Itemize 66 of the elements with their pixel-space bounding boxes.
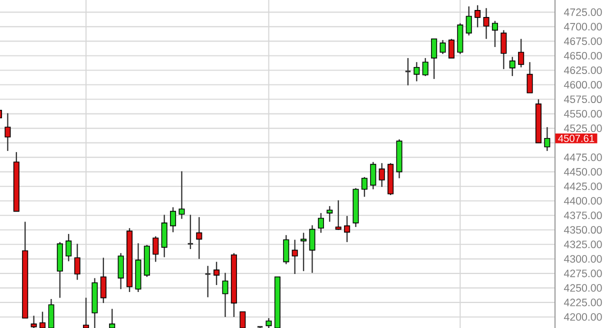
candlestick — [66, 233, 72, 262]
y-tick-label: 4650.00 — [564, 52, 602, 60]
candlestick — [370, 161, 376, 190]
candlestick — [283, 234, 290, 265]
y-tick-label: 4350.00 — [564, 226, 602, 234]
y-tick-label: 4425.00 — [564, 182, 602, 190]
candlestick — [509, 56, 516, 77]
candlestick — [187, 214, 194, 250]
y-tick-label: 4700.00 — [564, 22, 602, 30]
y-tick-label: 4225.00 — [564, 298, 602, 306]
y-tick-label: 4300.00 — [564, 255, 602, 263]
candlestick — [309, 224, 316, 274]
y-tick-label: 4575.00 — [564, 95, 602, 104]
candlestick — [30, 315, 37, 328]
candlestick — [178, 170, 185, 220]
candlestick — [152, 236, 159, 262]
candlestick — [222, 272, 228, 318]
candlestick — [361, 176, 368, 198]
candlestick — [118, 252, 124, 290]
candlestick — [326, 205, 333, 222]
y-tick-label: 4250.00 — [564, 284, 602, 292]
y-tick-label: 4375.00 — [564, 212, 602, 220]
candlestick — [100, 257, 106, 304]
y-tick-label: 4325.00 — [564, 240, 602, 248]
candlestick — [83, 297, 90, 328]
candlestick — [196, 216, 202, 260]
y-tick-label: 4475.00 — [564, 154, 602, 162]
candlestick — [448, 38, 454, 59]
candlestick — [526, 62, 533, 94]
candlestick — [466, 6, 472, 36]
candlestick — [414, 62, 420, 82]
candlestick — [344, 215, 350, 243]
candlestick — [440, 39, 446, 55]
y-tick-label: 4725.00 — [564, 8, 602, 16]
candlestick — [240, 311, 246, 328]
y-tick-label: 4625.00 — [564, 66, 602, 74]
candlestick — [422, 57, 428, 77]
candlestick — [378, 162, 385, 188]
candlestick — [170, 206, 176, 233]
y-tick-label: 4275.00 — [564, 270, 602, 278]
candlestick — [404, 57, 412, 86]
candlestick — [544, 126, 550, 152]
candlestick — [474, 4, 481, 28]
candlestick — [492, 20, 498, 48]
candlestick — [318, 212, 324, 234]
y-tick-label: 4600.00 — [564, 80, 602, 89]
candlestick — [335, 200, 342, 230]
candlestick — [4, 112, 11, 152]
candlestick — [48, 298, 54, 328]
y-tick-label: 4525.00 — [564, 124, 602, 132]
y-tick-label: 4675.00 — [564, 37, 602, 45]
candlestick — [518, 38, 524, 68]
candlestick — [500, 30, 507, 70]
y-tick-label: 4550.00 — [564, 110, 602, 118]
y-tick-label: 4200.00 — [564, 313, 602, 321]
y-tick-label: 4450.00 — [564, 168, 602, 176]
candlestick — [74, 243, 80, 280]
y-tick-label: 4400.00 — [564, 197, 602, 205]
text: 4507.61 — [558, 134, 594, 142]
candlestick — [300, 232, 307, 272]
candlestick — [292, 239, 298, 275]
candlestick — [204, 265, 212, 298]
candlestick — [214, 261, 220, 286]
candlestick — [483, 8, 490, 40]
candlestick — [431, 38, 438, 80]
candlestick — [266, 318, 272, 328]
